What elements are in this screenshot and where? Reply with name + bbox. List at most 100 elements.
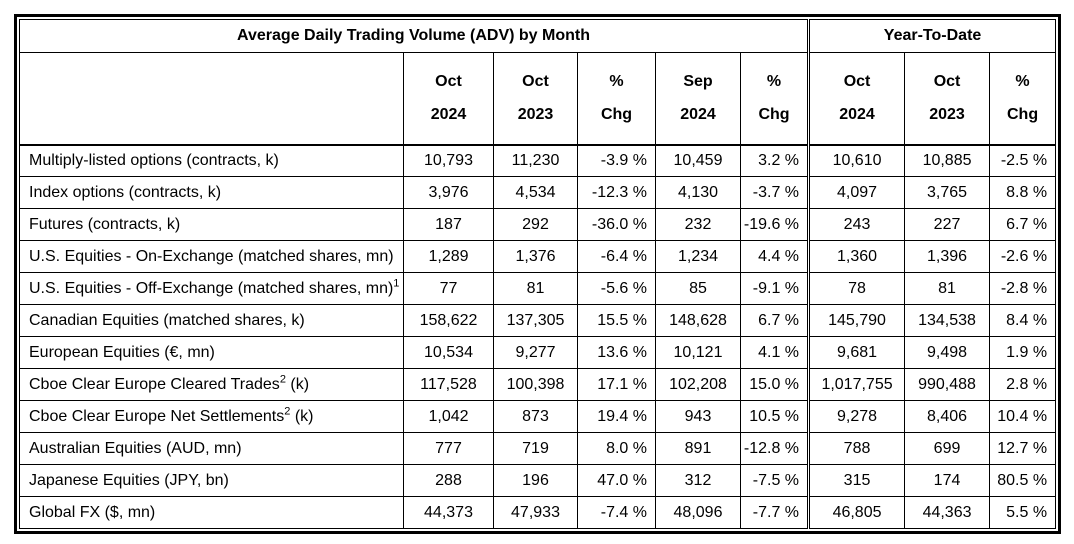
cell-adv: 47.0 % xyxy=(577,464,656,497)
cell-ytd: 44,363 xyxy=(904,496,991,529)
column-header-line1: % xyxy=(766,73,782,91)
cell-ytd: 3,765 xyxy=(904,176,991,209)
cell-adv: 777 xyxy=(403,432,494,465)
cell-adv: 3,976 xyxy=(403,176,494,209)
cell-ytd: 78 xyxy=(807,272,906,305)
column-header-line1: Oct xyxy=(522,73,549,91)
section-header-adv: Average Daily Trading Volume (ADV) by Mo… xyxy=(18,19,810,53)
column-header-line1: % xyxy=(1015,73,1030,91)
column-header-adv-oct-2023: Oct 2023 xyxy=(493,52,578,146)
cell-ytd: 243 xyxy=(807,208,906,241)
table-row: Cboe Clear Europe Net Settlements2 (k) 1,… xyxy=(19,400,1057,433)
row-label: Index options (contracts, k) xyxy=(19,176,404,209)
column-header-adv-oct-2024: Oct 2024 xyxy=(403,52,494,146)
cell-adv: -12.8 % xyxy=(739,432,810,465)
cell-adv: 81 xyxy=(493,272,578,305)
column-header-line2: Chg xyxy=(600,106,633,124)
table-row: U.S. Equities - On-Exchange (matched sha… xyxy=(19,240,1057,273)
column-header-adv-sep-2024: Sep 2024 xyxy=(655,52,741,146)
cell-ytd: -2.8 % xyxy=(989,272,1057,305)
cell-adv: 4,130 xyxy=(655,176,741,209)
cell-adv: 148,628 xyxy=(655,304,741,337)
cell-ytd: 9,278 xyxy=(807,400,906,433)
cell-adv: -3.7 % xyxy=(739,176,810,209)
cell-ytd: 4,097 xyxy=(807,176,906,209)
cell-adv: 10,793 xyxy=(403,144,494,177)
cell-adv: -12.3 % xyxy=(577,176,656,209)
cell-adv: 943 xyxy=(655,400,741,433)
column-header-ytd-oct-2024: Oct 2024 xyxy=(807,52,906,146)
cell-adv: 48,096 xyxy=(655,496,741,529)
table-row: Futures (contracts, k) 187 292 -36.0 % 232 -1… xyxy=(19,208,1057,241)
column-header-ytd-oct-2023: Oct 2023 xyxy=(904,52,991,146)
column-header-line1: % xyxy=(609,73,624,91)
cell-ytd: 80.5 % xyxy=(989,464,1057,497)
cell-adv: 10,534 xyxy=(403,336,494,369)
cell-adv: 44,373 xyxy=(403,496,494,529)
cell-adv: 47,933 xyxy=(493,496,578,529)
column-header-line2: 2023 xyxy=(929,106,965,124)
row-label: Canadian Equities (matched shares, k) xyxy=(19,304,404,337)
cell-adv: 19.4 % xyxy=(577,400,656,433)
table-body: Multiply-listed options (contracts, k) 10… xyxy=(19,144,1057,529)
table-row: Cboe Clear Europe Cleared Trades2 (k) 117… xyxy=(19,368,1057,401)
cell-adv: 4.1 % xyxy=(739,336,810,369)
cell-ytd: 46,805 xyxy=(807,496,906,529)
cell-adv: 873 xyxy=(493,400,578,433)
cell-adv: 10,121 xyxy=(655,336,741,369)
cell-adv: 10,459 xyxy=(655,144,741,177)
cell-adv: 158,622 xyxy=(403,304,494,337)
footnote-marker: 1 xyxy=(393,277,400,290)
cell-adv: 292 xyxy=(493,208,578,241)
cell-adv: 3.2 % xyxy=(739,144,810,177)
cell-adv: -36.0 % xyxy=(577,208,656,241)
cell-ytd: 227 xyxy=(904,208,991,241)
column-header-line1: Oct xyxy=(843,73,871,91)
cell-adv: 1,234 xyxy=(655,240,741,273)
cell-ytd: 9,681 xyxy=(807,336,906,369)
table-row: Japanese Equities (JPY, bn) 288 196 47.0 % 3… xyxy=(19,464,1057,497)
cell-ytd: 10,885 xyxy=(904,144,991,177)
volume-table: Average Daily Trading Volume (ADV) by Mo… xyxy=(18,19,1057,529)
column-header-line2: Chg xyxy=(758,106,790,124)
column-header-line2: 2024 xyxy=(680,106,716,124)
column-header-line1: Sep xyxy=(683,73,713,91)
column-header-line2: Chg xyxy=(1006,106,1039,124)
cell-adv: 4.4 % xyxy=(739,240,810,273)
cell-adv: 891 xyxy=(655,432,741,465)
row-label: Futures (contracts, k) xyxy=(19,208,404,241)
cell-ytd: -2.6 % xyxy=(989,240,1057,273)
row-label: Australian Equities (AUD, mn) xyxy=(19,432,404,465)
cell-adv: 15.5 % xyxy=(577,304,656,337)
table-row: Index options (contracts, k) 3,976 4,534 -1… xyxy=(19,176,1057,209)
cell-ytd: 81 xyxy=(904,272,991,305)
cell-adv: 9,277 xyxy=(493,336,578,369)
cell-ytd: 1,360 xyxy=(807,240,906,273)
column-header-ytd-pct-chg: % Chg xyxy=(989,52,1057,146)
cell-adv: 1,289 xyxy=(403,240,494,273)
cell-adv: 719 xyxy=(493,432,578,465)
cell-ytd: 8,406 xyxy=(904,400,991,433)
cell-adv: -3.9 % xyxy=(577,144,656,177)
cell-ytd: 10.4 % xyxy=(989,400,1057,433)
cell-ytd: 145,790 xyxy=(807,304,906,337)
row-label: Cboe Clear Europe Net Settlements2 (k) xyxy=(19,400,404,433)
column-header-adv-pct-chg-yoy: % Chg xyxy=(577,52,656,146)
footnote-marker: 2 xyxy=(284,405,291,418)
cell-adv: -19.6 % xyxy=(739,208,810,241)
cell-adv: 1,042 xyxy=(403,400,494,433)
column-header-line2: 2023 xyxy=(517,106,554,124)
column-header-adv-pct-chg-mom: % Chg xyxy=(739,52,810,146)
cell-adv: 4,534 xyxy=(493,176,578,209)
column-header-line2: 2024 xyxy=(839,106,875,124)
cell-adv: 288 xyxy=(403,464,494,497)
cell-ytd: 699 xyxy=(904,432,991,465)
cell-adv: -7.7 % xyxy=(739,496,810,529)
row-label: European Equities (€, mn) xyxy=(19,336,404,369)
cell-adv: -6.4 % xyxy=(577,240,656,273)
cell-ytd: 12.7 % xyxy=(989,432,1057,465)
cell-ytd: 788 xyxy=(807,432,906,465)
cell-adv: 137,305 xyxy=(493,304,578,337)
cell-adv: -7.4 % xyxy=(577,496,656,529)
